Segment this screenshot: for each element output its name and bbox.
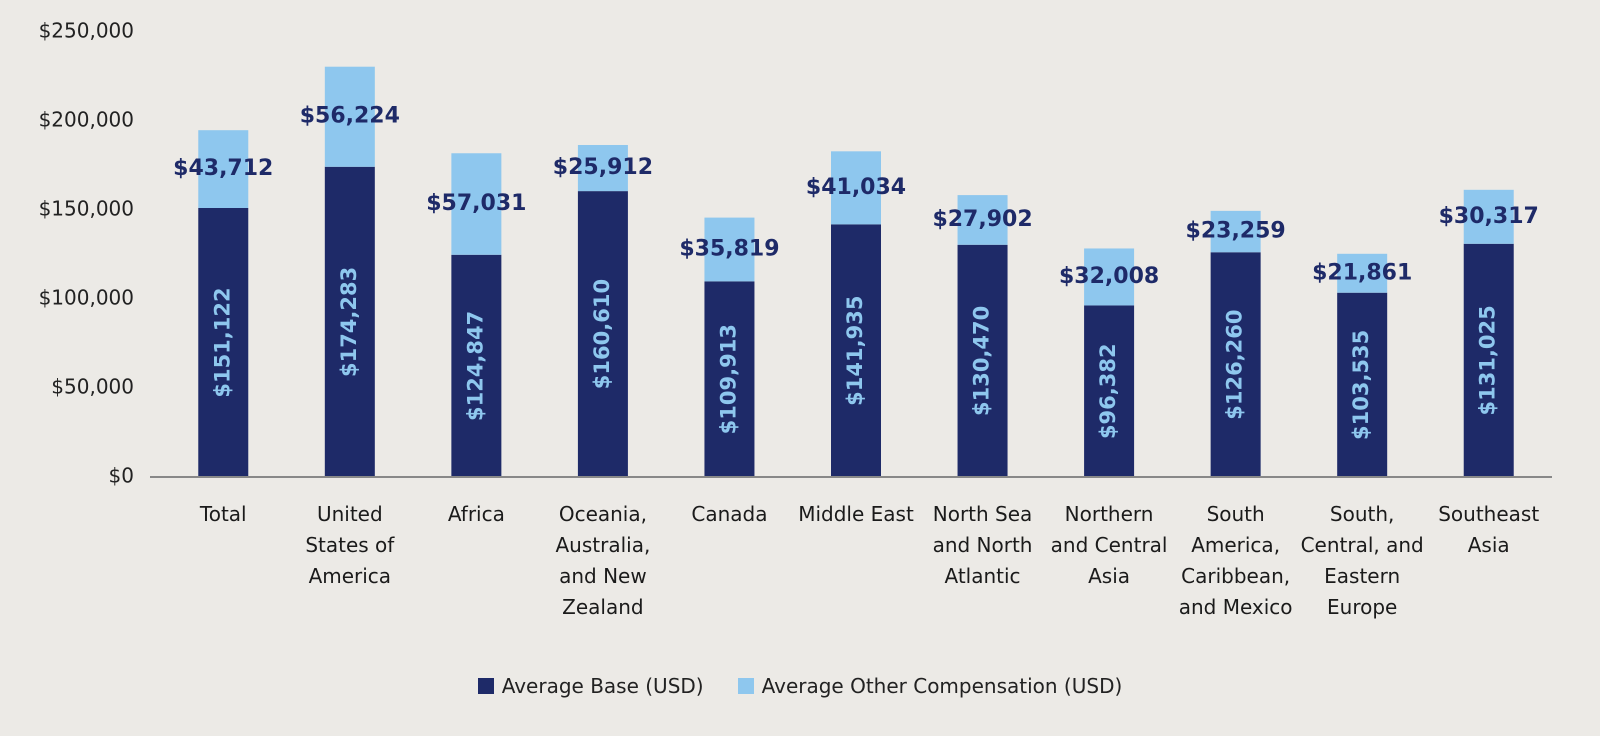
bar-segment	[1084, 305, 1135, 477]
y-tick-label: $0	[109, 464, 134, 488]
data-label: $21,861	[1312, 260, 1412, 285]
y-tick-label: $250,000	[39, 19, 134, 43]
x-tick-label: South, Central, and Eastern Europe	[1300, 502, 1424, 619]
bar-segment	[451, 254, 502, 477]
data-label: $32,008	[1059, 264, 1159, 289]
data-label: $96,382	[1096, 343, 1120, 439]
x-tick-label: South America, Caribbean, and Mexico	[1178, 502, 1293, 619]
legend-swatch	[737, 678, 754, 694]
data-label: $57,031	[426, 191, 526, 216]
legend-label: Average Base (USD)	[501, 674, 704, 698]
x-tick-label: Total	[199, 502, 247, 526]
data-label: $23,259	[1186, 219, 1286, 244]
data-label: $126,260	[1223, 309, 1247, 419]
bar-segment	[1463, 189, 1514, 244]
bar-segment	[1337, 253, 1388, 293]
bar-segment	[1337, 292, 1388, 477]
data-label: $141,935	[843, 296, 867, 406]
y-tick-label: $50,000	[51, 375, 134, 399]
x-tick-label: North Sea and North Atlantic	[932, 502, 1033, 588]
x-tick-label: Northern and Central Asia	[1050, 502, 1168, 588]
bar-segment	[198, 208, 249, 477]
data-label: $43,712	[173, 156, 273, 181]
legend-item: Average Other Compensation (USD)	[737, 674, 1123, 698]
legend-swatch	[477, 678, 494, 694]
data-label: $130,470	[970, 306, 994, 416]
bar-segment	[198, 130, 249, 209]
bar-segment	[957, 244, 1008, 477]
bar-segment	[577, 191, 628, 477]
x-tick-label: Canada	[691, 502, 768, 526]
data-label: $174,283	[337, 267, 361, 377]
data-label: $151,122	[210, 287, 234, 397]
bar-segment	[704, 217, 755, 282]
bar-segment	[1084, 248, 1135, 306]
data-label: $25,912	[553, 155, 653, 180]
data-label: $30,317	[1439, 204, 1539, 229]
legend: Average Base (USD) Average Other Compensa…	[0, 674, 1600, 698]
bar-segment	[324, 66, 375, 167]
data-label: $131,025	[1476, 305, 1500, 415]
bar-segment	[324, 166, 375, 478]
y-tick-label: $200,000	[39, 108, 134, 132]
y-tick-label: $150,000	[39, 197, 134, 221]
bar-segment	[1463, 243, 1514, 477]
data-label: $27,902	[932, 207, 1032, 232]
data-label: $109,913	[716, 324, 740, 434]
data-label: $41,034	[806, 175, 906, 200]
bar-segment	[577, 144, 628, 192]
x-tick-label: Africa	[447, 502, 505, 526]
bar-segment	[451, 153, 502, 255]
x-tick-label: Middle East	[798, 502, 914, 526]
bar-segment	[704, 281, 755, 477]
data-label: $160,610	[590, 279, 614, 389]
legend-item: Average Base (USD)	[477, 674, 704, 698]
bar-segment	[1210, 252, 1261, 477]
legend-label: Average Other Compensation (USD)	[761, 674, 1123, 698]
x-tick-label: United States of America	[305, 502, 395, 588]
data-label: $56,224	[300, 104, 400, 129]
y-tick-label: $100,000	[39, 286, 134, 310]
x-tick-label: Southeast Asia	[1438, 502, 1540, 557]
data-label: $103,535	[1349, 330, 1373, 440]
x-tick-label: Oceania, Australia, and New Zealand	[555, 502, 651, 619]
data-label: $124,847	[463, 311, 487, 421]
bar-segment	[831, 224, 881, 477]
bar-segment	[831, 151, 881, 225]
data-label: $35,819	[679, 236, 779, 261]
bar-segment	[1210, 210, 1261, 253]
bar-segment	[957, 195, 1008, 245]
